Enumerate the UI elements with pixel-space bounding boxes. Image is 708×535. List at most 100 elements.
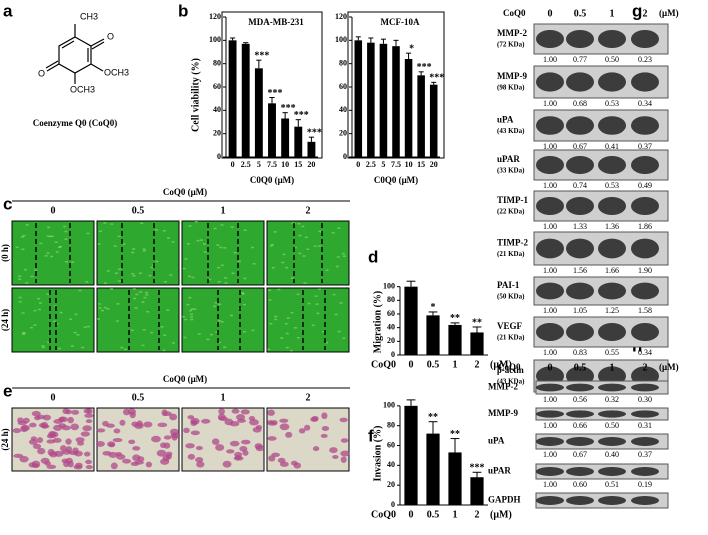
- bar: [268, 103, 276, 157]
- texture: [284, 323, 288, 325]
- ratio: 0.37: [638, 450, 652, 459]
- significance: ***: [417, 62, 432, 73]
- micrograph: [181, 220, 265, 286]
- texture: [150, 331, 154, 334]
- texture: [188, 275, 192, 278]
- bar: [294, 126, 303, 157]
- cell: [130, 461, 140, 467]
- cell: [187, 453, 196, 460]
- ratio: 0.67: [573, 142, 587, 151]
- texture: [55, 323, 59, 325]
- column-label: 2: [306, 205, 311, 216]
- texture: [64, 230, 68, 233]
- y-tick-label: 40: [339, 105, 347, 114]
- band: [598, 410, 626, 418]
- row-name: uPAR: [488, 466, 511, 476]
- texture: [74, 313, 78, 316]
- texture: [231, 272, 235, 274]
- texture: [46, 252, 50, 254]
- texture: [118, 268, 122, 271]
- band: [566, 72, 594, 92]
- texture: [131, 251, 135, 254]
- ratio: 0.19: [638, 480, 652, 489]
- cell: [34, 415, 41, 421]
- ratio: 0.50: [605, 421, 619, 430]
- texture: [229, 314, 233, 317]
- texture: [53, 320, 57, 323]
- texture: [317, 245, 321, 247]
- texture: [313, 245, 317, 248]
- ratio: 0.77: [573, 55, 587, 64]
- blot-header: CoQ0: [503, 8, 526, 18]
- cell: [128, 439, 136, 445]
- bar: [417, 75, 425, 157]
- ratio: 0.60: [573, 480, 587, 489]
- ratio: 1.25: [605, 306, 619, 315]
- cell: [61, 449, 72, 455]
- texture: [63, 225, 67, 228]
- column-label: 2: [643, 362, 648, 373]
- x-tick-label: 2.5: [241, 160, 251, 169]
- texture: [131, 272, 135, 275]
- x-tick-label: 7.5: [391, 160, 401, 169]
- cell: [71, 409, 80, 415]
- ratio: 1.90: [638, 266, 652, 275]
- ratio: 0.40: [605, 450, 619, 459]
- texture: [134, 307, 138, 309]
- texture: [146, 310, 150, 313]
- texture: [18, 301, 22, 303]
- cell: [279, 423, 290, 431]
- texture: [242, 330, 246, 333]
- cell: [46, 464, 57, 469]
- band: [566, 437, 594, 446]
- x-tick-label: 0.5: [427, 359, 440, 370]
- texture: [341, 252, 345, 255]
- x-tick-label: 0: [356, 160, 360, 169]
- texture: [116, 303, 120, 305]
- chart-title: MDA-MB-231: [248, 17, 304, 27]
- texture: [307, 302, 311, 305]
- chem-label: OCH3: [70, 84, 95, 94]
- texture: [106, 308, 110, 310]
- texture: [98, 303, 102, 305]
- row-size: (50 KDa): [497, 293, 525, 301]
- y-tick-label: 20: [339, 128, 347, 137]
- cell: [169, 413, 178, 421]
- texture: [50, 255, 54, 258]
- texture: [213, 305, 217, 308]
- texture: [59, 311, 63, 314]
- texture: [281, 261, 285, 264]
- x-axis-label: (μM): [490, 359, 512, 370]
- band: [598, 323, 626, 341]
- column-label: 1: [610, 362, 615, 373]
- ratio: 1.00: [543, 55, 557, 64]
- unit: (μM): [659, 362, 679, 372]
- blot-header: CoQ0: [498, 362, 521, 372]
- texture: [277, 288, 281, 291]
- ratio: 0.55: [605, 348, 619, 357]
- texture: [171, 342, 175, 344]
- texture: [162, 230, 166, 232]
- cell: [160, 458, 170, 465]
- significance: ***: [307, 127, 322, 138]
- texture: [306, 248, 310, 251]
- cell: [132, 446, 141, 451]
- ratio: 0.67: [573, 450, 587, 459]
- texture: [70, 345, 74, 347]
- column-label: 0.5: [132, 392, 145, 403]
- row-label: (0 h): [0, 244, 10, 262]
- texture: [46, 293, 50, 295]
- texture: [47, 341, 51, 344]
- cell: [235, 414, 246, 421]
- row-size: (43 KDa): [497, 127, 525, 135]
- texture: [302, 255, 306, 257]
- texture: [188, 296, 192, 299]
- band: [598, 496, 626, 505]
- ratio: 0.56: [573, 395, 587, 404]
- band: [536, 467, 564, 476]
- texture: [296, 293, 300, 296]
- cell: [163, 435, 172, 440]
- grid-header: CoQ0 (μM): [163, 187, 207, 197]
- frame: [347, 11, 445, 159]
- micrograph: [266, 220, 350, 286]
